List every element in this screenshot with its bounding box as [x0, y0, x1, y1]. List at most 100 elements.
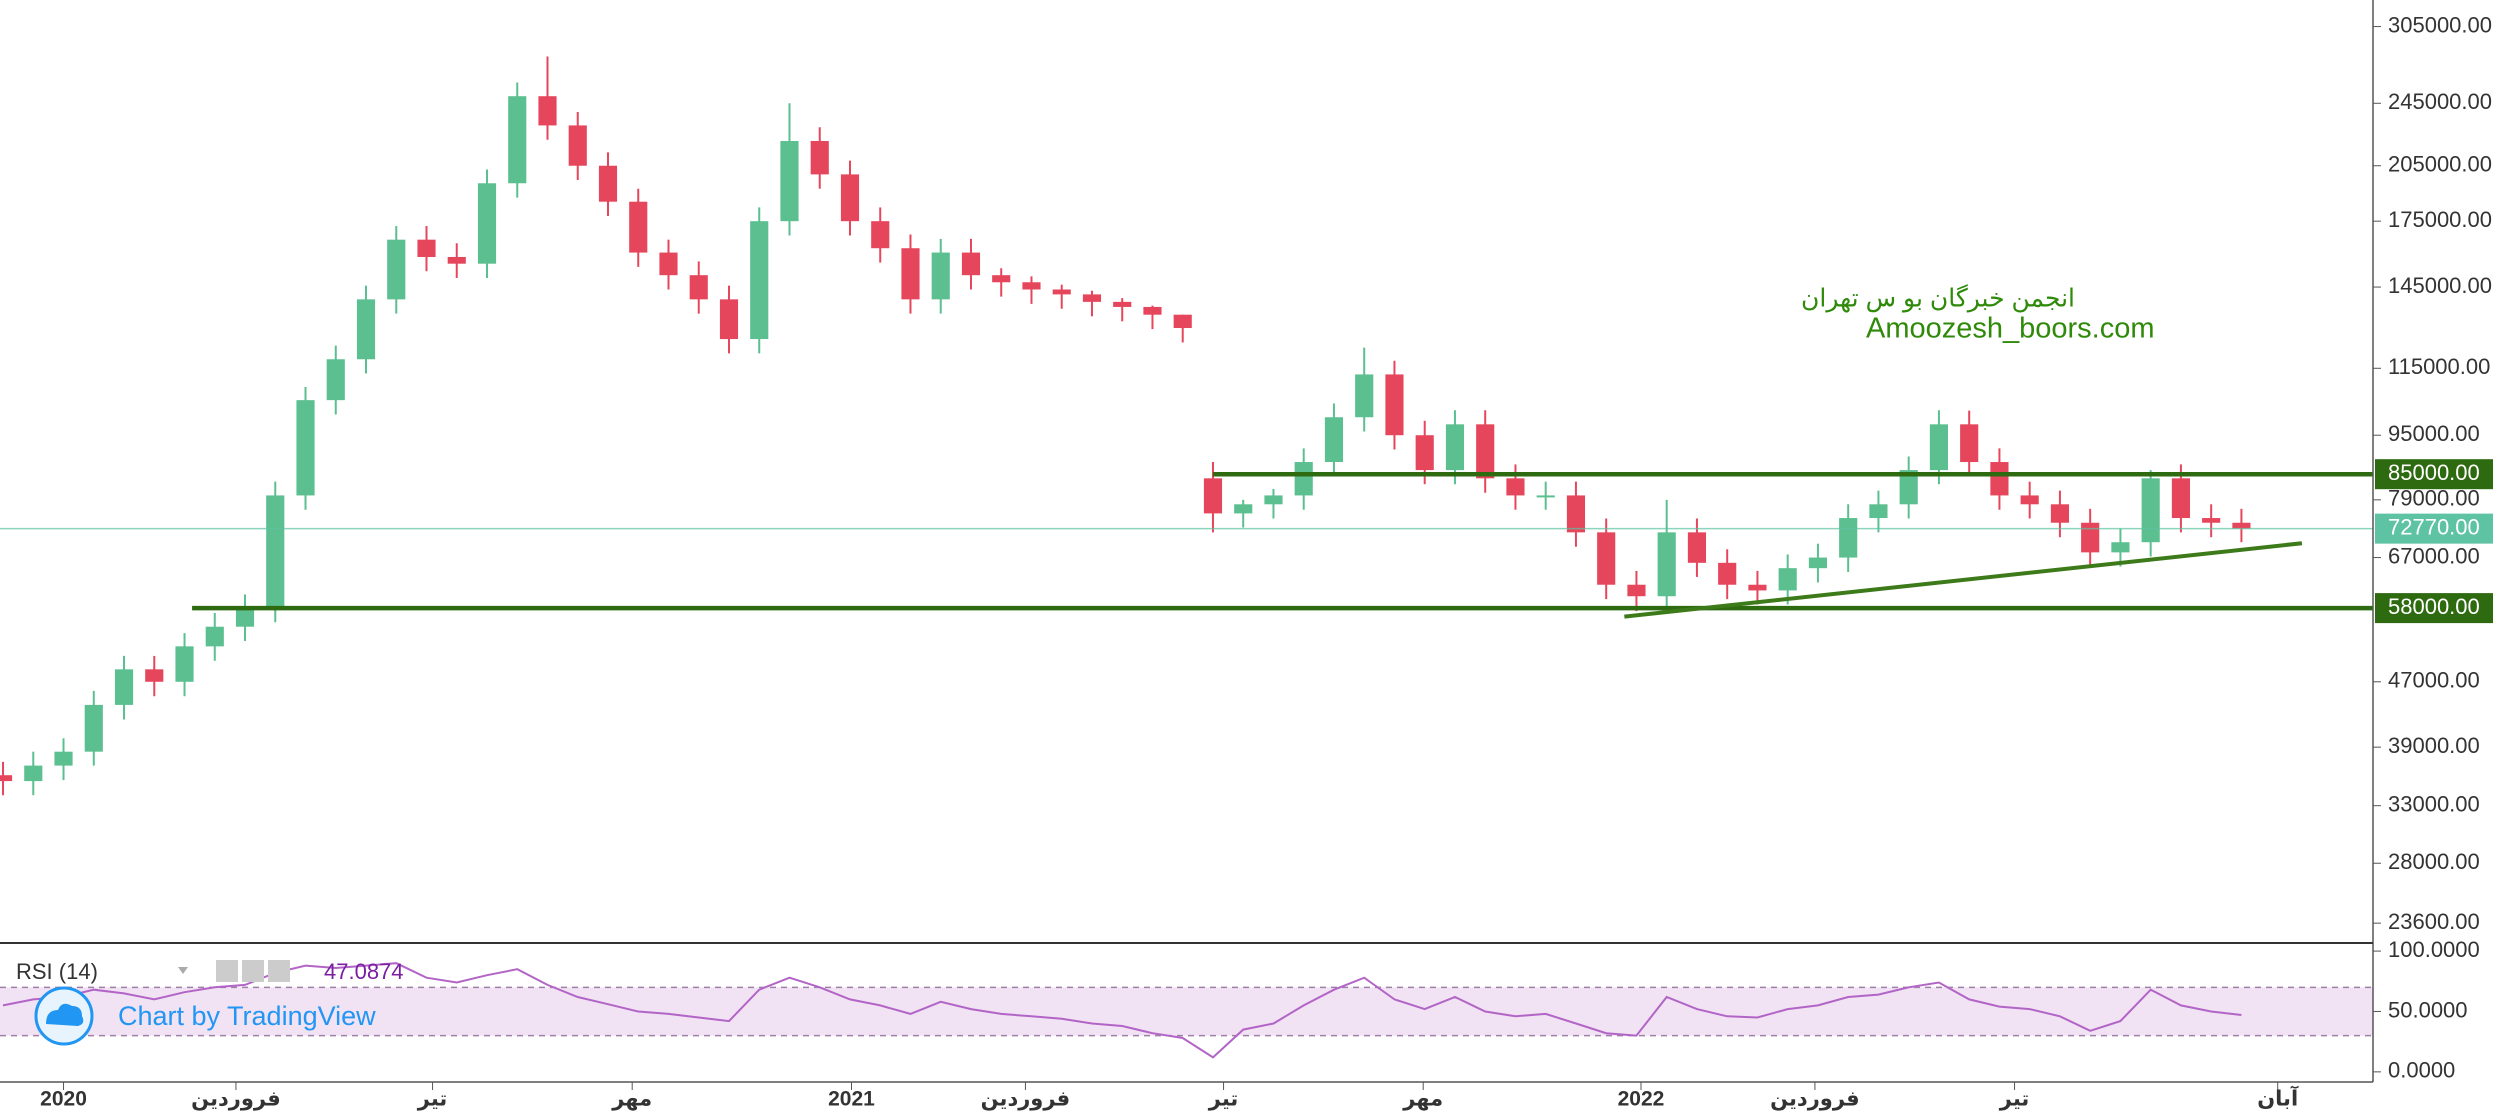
y-tick-label: 115000.00	[2388, 354, 2490, 379]
candle-body	[1294, 462, 1313, 496]
candle-body	[901, 248, 920, 300]
rsi-tick-label: 0.0000	[2388, 1058, 2455, 1083]
candle-body	[2050, 504, 2070, 523]
y-tick-label: 205000.00	[2388, 152, 2492, 177]
level-label: 58000.00	[2388, 594, 2480, 619]
candle-body	[1899, 470, 1918, 505]
candle-body	[1808, 557, 1828, 569]
candle-body	[871, 221, 890, 249]
candle-body	[538, 96, 557, 126]
x-tick-label: 2021	[828, 1088, 875, 1111]
annotation: Amoozesh_boors.com	[1866, 313, 2155, 345]
candle-body	[719, 299, 739, 340]
x-tick-label: آبان	[2257, 1086, 2299, 1111]
x-tick-label: تیر	[1999, 1088, 2030, 1111]
candle-body	[1143, 306, 1162, 315]
candle-body	[417, 239, 436, 257]
candle-body	[750, 221, 769, 340]
candle-body	[266, 495, 285, 609]
watermark-logo	[34, 986, 94, 1046]
watermark: Chart by TradingView	[118, 1001, 376, 1031]
candle-body	[235, 608, 255, 627]
candle-body	[1385, 374, 1404, 436]
rsi-band	[0, 987, 2373, 1036]
candle-body	[2081, 522, 2100, 553]
candle-body	[2232, 522, 2251, 529]
candle-body	[1476, 424, 1495, 479]
y-tick-label: 145000.00	[2388, 273, 2492, 298]
candle-body	[2141, 478, 2160, 543]
candle-body	[1627, 584, 1646, 597]
x-tick-label: 2020	[40, 1088, 87, 1111]
y-tick-label: 39000.00	[2388, 733, 2480, 758]
y-tick-label: 23600.00	[2388, 909, 2480, 934]
y-tick-label: 175000.00	[2388, 207, 2492, 232]
y-tick-label: 28000.00	[2388, 849, 2480, 874]
candle-body	[477, 183, 497, 264]
candle-body	[1657, 532, 1676, 597]
candle-body	[1324, 417, 1344, 463]
candle-body	[296, 400, 315, 496]
candle-body	[1929, 424, 1949, 471]
candle-body	[175, 646, 194, 682]
candle-body	[1355, 374, 1374, 418]
candle-body	[780, 140, 799, 222]
candle-body	[598, 165, 618, 202]
x-tick-label: مهر	[1402, 1088, 1443, 1111]
y-tick-label: 79000.00	[2388, 486, 2480, 511]
rsi-controls	[178, 960, 290, 982]
x-tick-label: 2022	[1618, 1088, 1665, 1111]
candle-body	[1839, 518, 1858, 558]
candle-body	[447, 256, 466, 264]
candle-body	[1506, 478, 1525, 496]
candle-body	[508, 96, 527, 184]
candle-body	[1597, 532, 1616, 585]
rsi-line	[2, 962, 2242, 1059]
annotation: انجمن خبرگان بو س تهران	[1801, 284, 2075, 314]
candle-body	[54, 751, 73, 766]
candle-body	[1566, 495, 1586, 533]
candle-body	[1869, 504, 1888, 519]
rsi-title: RSI (14)	[16, 959, 98, 984]
rsi-tick-label: 50.0000	[2388, 997, 2468, 1022]
level-label: 85000.00	[2388, 460, 2480, 485]
y-tick-label: 47000.00	[2388, 668, 2480, 693]
candle-body	[1990, 462, 2009, 496]
x-tick-label: تیر	[1208, 1088, 1239, 1111]
candle-body	[629, 201, 648, 253]
y-tick-label: 33000.00	[2388, 791, 2480, 816]
candle-body	[1173, 314, 1192, 329]
candle-body	[356, 299, 376, 360]
candle-body	[1960, 424, 1979, 463]
candle-body	[1415, 435, 1434, 471]
candle-body	[1748, 584, 1767, 591]
candle-body	[114, 669, 134, 705]
y-tick-label: 245000.00	[2388, 89, 2492, 114]
y-tick-label: 95000.00	[2388, 421, 2480, 446]
x-tick-label: تیر	[417, 1088, 448, 1111]
candle-body	[2171, 478, 2190, 519]
rsi-value: 47.0874	[324, 959, 404, 984]
plot-area	[0, 56, 2373, 1059]
x-tick-label: فروردین	[981, 1088, 1071, 1111]
candle-body	[931, 252, 950, 300]
candle-body	[326, 359, 345, 401]
candle-body	[1082, 294, 1102, 302]
level-box	[2375, 459, 2493, 490]
candle-body	[1445, 424, 1465, 471]
candle-body	[1687, 532, 1707, 563]
candle-body	[1718, 562, 1737, 585]
y-tick-label: 305000.00	[2388, 12, 2492, 37]
candle-body	[2111, 542, 2130, 553]
last-price-box	[2375, 513, 2493, 544]
candle-body	[1778, 568, 1797, 591]
candle-body	[145, 669, 164, 682]
candle-body	[205, 626, 224, 647]
y-tick-label: 67000.00	[2388, 543, 2480, 568]
candle-body	[961, 252, 981, 276]
x-tick-label: فروردین	[1770, 1088, 1860, 1111]
candle-body	[840, 174, 860, 222]
candle-body	[1264, 495, 1283, 505]
